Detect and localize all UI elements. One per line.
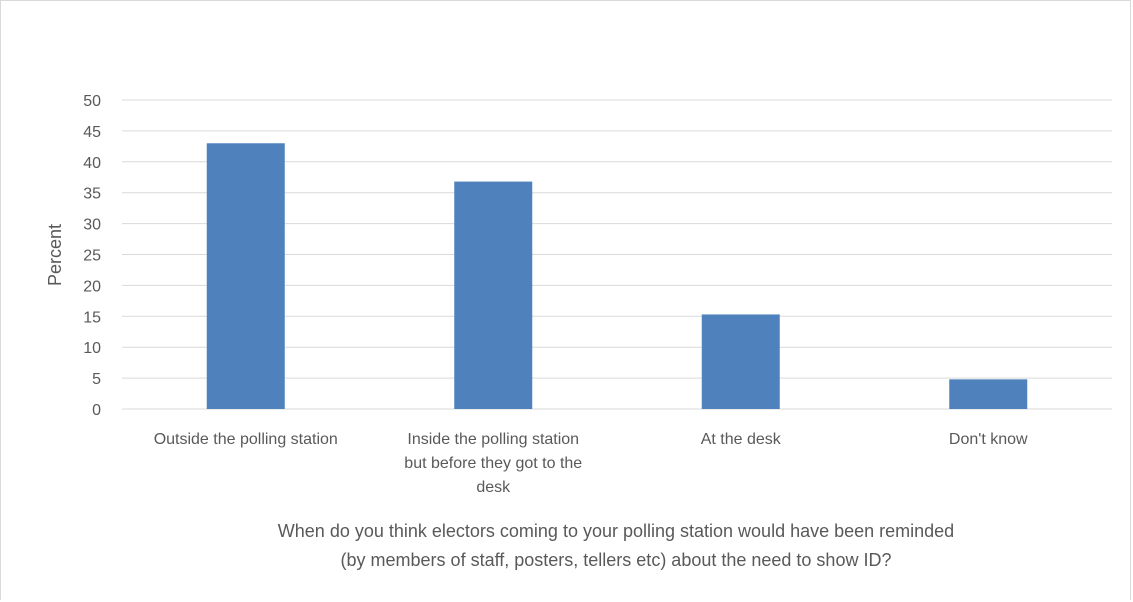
y-axis-tick-labels: 0 5 10 15 20 25 30 35 40 45 50 xyxy=(83,93,101,419)
x-category-label: Inside the polling station but before the… xyxy=(404,431,582,496)
y-tick-label: 35 xyxy=(83,186,101,203)
y-tick-label: 25 xyxy=(83,248,101,265)
y-tick-label: 15 xyxy=(83,309,101,326)
bar xyxy=(454,181,533,409)
x-category-label: Don't know xyxy=(949,431,1028,448)
y-tick-label: 0 xyxy=(92,402,101,419)
y-tick-label: 40 xyxy=(83,155,101,172)
y-tick-label: 5 xyxy=(92,371,101,388)
y-tick-label: 50 xyxy=(83,93,101,110)
x-axis-title: When do you think electors coming to you… xyxy=(278,521,954,570)
y-axis-title: Percent xyxy=(45,224,65,286)
bar xyxy=(701,314,780,409)
bar xyxy=(949,379,1028,409)
gridlines xyxy=(122,99,1112,410)
y-tick-label: 45 xyxy=(83,124,101,141)
x-category-label: Outside the polling station xyxy=(154,431,338,448)
bars xyxy=(206,143,1028,409)
y-tick-label: 10 xyxy=(83,340,101,357)
y-tick-label: 30 xyxy=(83,217,101,234)
x-axis-category-labels: Outside the polling station Inside the po… xyxy=(154,431,1028,496)
x-category-label: At the desk xyxy=(701,431,782,448)
y-tick-label: 20 xyxy=(83,278,101,295)
bar xyxy=(206,143,285,409)
